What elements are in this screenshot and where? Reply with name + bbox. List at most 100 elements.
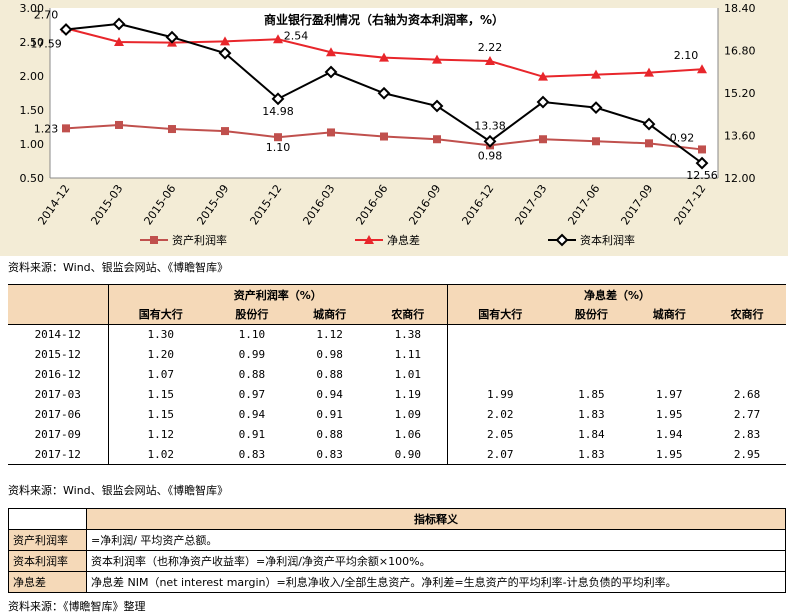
data-point-square: [380, 132, 388, 141]
data-point-triangle: [591, 69, 601, 79]
definition-header-row: 指标释义: [8, 508, 786, 530]
profit-ratio-table: 资产利润率（%） 净息差（%） 国有大行 股份行 城商行 农商行 国有大行 股份行 城商行农…: [8, 284, 786, 465]
definition-term: 资本利润率: [8, 550, 87, 572]
table-cell: [630, 345, 708, 365]
table-cell: 2.07: [447, 444, 553, 465]
data-point-square: [115, 120, 123, 129]
right-tick-label: 15.20: [724, 87, 756, 100]
table-cell: 1.19: [368, 384, 449, 405]
data-label: 2.22: [478, 41, 503, 54]
data-label: 2.10: [674, 49, 699, 62]
definition-row: 资产利润率 =净利润/ 平均资产总额。: [8, 529, 786, 551]
definition-term: 资产利润率: [8, 529, 87, 551]
definition-text: =净利润/ 平均资产总额。: [86, 529, 786, 551]
data-point-diamond: [59, 23, 73, 36]
right-tick-label: 13.60: [724, 130, 756, 143]
table-cell: [553, 345, 631, 365]
subheader-cell: 国有大行: [447, 304, 553, 325]
data-label: 0.98: [478, 149, 503, 162]
row-date: 2016-12: [8, 364, 109, 385]
table-cell: 1.30: [147, 328, 174, 342]
definition-text: 净息差 NIM（net interest margin）=利息净收入/全部生息资…: [86, 571, 786, 593]
table-cell: 1.95: [655, 408, 683, 421]
data-point-square: [221, 127, 229, 136]
data-point-square: [62, 124, 70, 133]
subheader-cell: 城商行: [290, 304, 369, 325]
table-row: 2017-12 1.02 0.83 0.83 0.90 2.07 1.83 1.95 2.95: [8, 444, 786, 465]
table-cell: 1.09: [368, 404, 449, 425]
table-cell: 0.98: [316, 348, 343, 361]
table-cell: 0.97: [238, 388, 266, 401]
table-cell: 0.94: [238, 408, 266, 421]
data-point-triangle: [273, 34, 283, 44]
legend-item-0: 资产利润率: [140, 233, 227, 247]
x-tick-label: 2016-12: [459, 182, 496, 227]
data-point-diamond: [324, 65, 338, 79]
table-cell: 1.95: [630, 444, 709, 465]
data-label: 2.54: [284, 29, 309, 42]
left-tick-label: 3.00: [20, 2, 45, 15]
data-point-triangle: [379, 52, 389, 62]
subheader-cell: 农商行: [708, 304, 786, 325]
left-tick-label: 2.00: [20, 70, 45, 83]
table-cell: [448, 365, 553, 385]
subheader-cell: 城商行: [630, 304, 709, 325]
group-nim-header: 净息差（%）: [447, 284, 786, 305]
table-cell: 1.15: [147, 388, 174, 401]
x-tick-label: 2017-12: [671, 182, 708, 227]
left-tick-label: 2.50: [20, 36, 45, 49]
table-cell: 0.90: [368, 444, 449, 465]
table-cell: 1.99: [487, 388, 514, 401]
data-point-diamond: [483, 134, 497, 148]
data-point-diamond: [430, 99, 444, 113]
data-label: 17.59: [30, 38, 62, 51]
data-point-triangle: [364, 235, 374, 244]
chart-title: 商业银行盈利情况（右轴为资本利润率，%）: [264, 12, 504, 27]
table-row: 2014-12 1.30 1.10 1.12 1.38: [8, 324, 786, 345]
definition-term: 净息差: [8, 571, 87, 593]
legend-item-2: 资本利润率: [548, 233, 635, 247]
indicator-definition-table: 指标释义 资产利润率 =净利润/ 平均资产总额。 资本利润率 资本利润率（也称净资产收…: [8, 508, 786, 593]
table-group-header: 资产利润率（%） 净息差（%）: [8, 284, 786, 305]
data-label: 12.56: [686, 169, 718, 182]
table-cell: 1.38: [368, 324, 449, 345]
table-cell: [448, 345, 553, 365]
table-row: 2017-06 1.15 0.94 0.91 1.09 2.02 1.83 1.95 2.77: [8, 404, 786, 425]
table-cell: 0.99: [238, 348, 266, 361]
table-source-note: 资料来源：Wind、银监会网站、《博瞻智库》: [8, 484, 229, 497]
table-cell: [448, 325, 553, 345]
table-cell: 0.88: [316, 368, 343, 381]
table-cell: [630, 365, 708, 385]
table-cell: 1.11: [368, 344, 449, 365]
x-tick-label: 2015-03: [88, 182, 125, 227]
table-cell: [708, 365, 786, 385]
table-cell: 1.83: [578, 408, 605, 421]
data-point-square: [274, 133, 282, 142]
table-row: 2017-09 1.12 0.91 0.88 1.06 2.05 1.84 1.94 2.83: [8, 424, 786, 445]
data-point-triangle: [114, 37, 124, 46]
legend-label: 资产利润率: [172, 233, 227, 247]
row-date: 2014-12: [8, 324, 109, 345]
table-cell: 1.01: [368, 364, 449, 385]
definition-text: 资本利润率（也称净资产收益率）=净利润/净资产平均余额×100%。: [86, 550, 786, 572]
legend-item-1: 净息差: [355, 233, 420, 247]
data-point-square: [698, 145, 706, 154]
definition-row: 净息差 净息差 NIM（net interest margin）=利息净收入/全部…: [8, 571, 786, 593]
data-point-diamond: [271, 92, 285, 106]
legend-label: 资本利润率: [580, 233, 635, 247]
table-cell: 1.20: [147, 348, 174, 361]
table-cell: 2.05: [487, 428, 514, 441]
table-row: 2015-12 1.20 0.99 0.98 1.11: [8, 344, 786, 365]
definition-source-note: 资料来源：《博瞻智库》整理: [8, 600, 146, 613]
data-label: 14.98: [262, 105, 294, 118]
x-tick-label: 2015-09: [194, 182, 231, 227]
x-tick-label: 2015-12: [247, 182, 284, 227]
data-label: 1.23: [34, 122, 59, 135]
right-tick-label: 16.80: [724, 45, 756, 58]
left-tick-label: 1.50: [20, 104, 45, 117]
table-cell: 2.77: [733, 408, 761, 421]
table-cell: 2.68: [733, 388, 761, 401]
table-cell: 0.83: [290, 444, 369, 465]
table-cell: 1.85: [578, 388, 605, 401]
table-cell: 1.07: [147, 368, 174, 381]
